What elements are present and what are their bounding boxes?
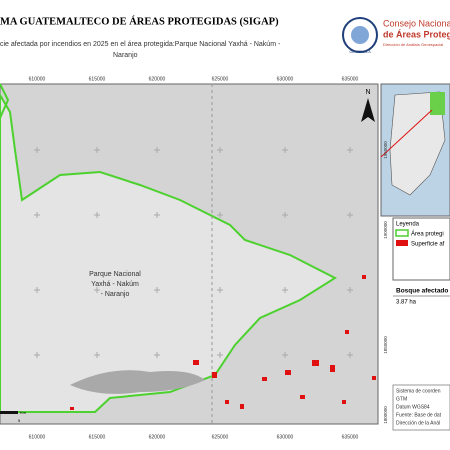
- x-tick-label: 610000: [29, 434, 46, 440]
- north-arrow: [361, 98, 375, 122]
- grid-cross: [282, 287, 288, 293]
- y-tick-label: 1950000: [383, 141, 388, 159]
- grid-cross: [347, 212, 353, 218]
- inset-area: [430, 92, 445, 115]
- burn-patch: [70, 407, 74, 410]
- grid-cross: [154, 352, 160, 358]
- grid-cross: [34, 352, 40, 358]
- country: GUATEMALA: [349, 50, 371, 54]
- burn-patch: [342, 400, 346, 404]
- burn-patch: [300, 395, 305, 399]
- note: Sistema de coorden: [396, 388, 441, 394]
- x-tick-label: 630000: [277, 434, 294, 440]
- title: MA GUATEMALTECO DE ÁREAS PROTEGIDAS (SIG…: [0, 15, 279, 27]
- legend-swatch: [395, 229, 409, 237]
- north-label: N: [365, 89, 370, 96]
- grid-cross: [34, 147, 40, 153]
- park-label: Yaxhá - Nakúm: [91, 281, 139, 288]
- notes: Sistema de coorden GTM Datum WGS84 Fuente: …: [396, 388, 442, 426]
- x-tick-label: 635000: [342, 76, 359, 82]
- lake: [70, 370, 205, 394]
- burn-patch: [345, 330, 349, 334]
- grid-cross: [154, 147, 160, 153]
- scale-bar: [0, 411, 18, 414]
- logo-text: de Áreas Protegidas: [383, 29, 450, 39]
- x-tick-label: 615000: [89, 434, 106, 440]
- y-tick-label: 1900000: [383, 221, 388, 239]
- x-tick-label: 625000: [212, 76, 229, 82]
- burn-patch: [193, 360, 199, 365]
- legend-title: Leyenda: [396, 222, 420, 228]
- scale-unit: Km: [20, 410, 27, 415]
- grid-cross: [282, 212, 288, 218]
- grid-cross: [217, 212, 223, 218]
- scale-end: 5: [18, 418, 21, 423]
- note: Dirección de la Anál: [396, 420, 440, 426]
- grid-cross: [94, 352, 100, 358]
- legend-item: Área protegi: [411, 231, 444, 238]
- burn-patch: [312, 360, 319, 366]
- park-label: - Naranjo: [101, 291, 130, 298]
- burn-patch: [212, 372, 217, 378]
- seal: [351, 26, 369, 44]
- logo-text: Dirección de Análisis Geoespacial: [383, 42, 443, 47]
- burn-patch: [262, 377, 267, 381]
- grid-cross: [154, 287, 160, 293]
- burned-areas: [70, 275, 376, 410]
- park-label: Parque Nacional: [89, 271, 141, 278]
- info-value: 3.87 ha: [396, 300, 417, 306]
- locator-line: [380, 109, 433, 158]
- grid-cross: [217, 352, 223, 358]
- legend: [392, 217, 450, 281]
- x-tick-label: 615000: [89, 76, 106, 82]
- grid-cross: [217, 147, 223, 153]
- grid-cross: [94, 212, 100, 218]
- grid-cross: [94, 287, 100, 293]
- burn-patch: [372, 376, 376, 380]
- grid-cross: [282, 147, 288, 153]
- grid-cross: [154, 212, 160, 218]
- grid-cross: [94, 147, 100, 153]
- note: GTM: [396, 396, 407, 402]
- x-tick-label: 635000: [342, 434, 359, 440]
- grid-cross: [347, 352, 353, 358]
- y-tick-label: 1850000: [383, 336, 388, 354]
- protected-area: [0, 93, 338, 413]
- x-tick-label: 620000: [149, 76, 166, 82]
- burn-patch: [240, 404, 244, 409]
- burn-patch: [225, 400, 229, 404]
- logo-text: Consejo Nacional: [383, 18, 450, 28]
- notes-box: [392, 384, 450, 431]
- note: Datum WGS84: [396, 404, 430, 410]
- grid-cross: [34, 212, 40, 218]
- grid-cross: [347, 287, 353, 293]
- burn-patch: [285, 370, 291, 375]
- grid-cross: [217, 287, 223, 293]
- info-label: Bosque afectado: [396, 288, 448, 295]
- grid-cross: [347, 147, 353, 153]
- x-tick-label: 630000: [277, 76, 294, 82]
- y-tick-label: 1800000: [383, 406, 388, 424]
- legend-item: Superficie af: [411, 242, 445, 248]
- subtitle: Naranjo: [113, 52, 138, 59]
- burn-patch: [330, 365, 335, 372]
- x-tick-label: 610000: [29, 76, 46, 82]
- ticks: 610000 610000 615000 615000 620000 620000 6250…: [29, 76, 389, 440]
- burn-patch: [362, 275, 366, 279]
- main-map: Parque Nacional Yaxhá - Nakúm - Naranjo …: [0, 83, 379, 425]
- note: Fuente: Base de dat: [396, 412, 442, 418]
- legend-swatch: [396, 240, 408, 246]
- x-tick-label: 620000: [149, 434, 166, 440]
- grid-cross: [34, 287, 40, 293]
- x-tick-label: 625000: [212, 434, 229, 440]
- grid-cross: [282, 352, 288, 358]
- subtitle: cie afectada por incendios en 2025 en el…: [0, 41, 281, 48]
- protected-area: [0, 83, 10, 119]
